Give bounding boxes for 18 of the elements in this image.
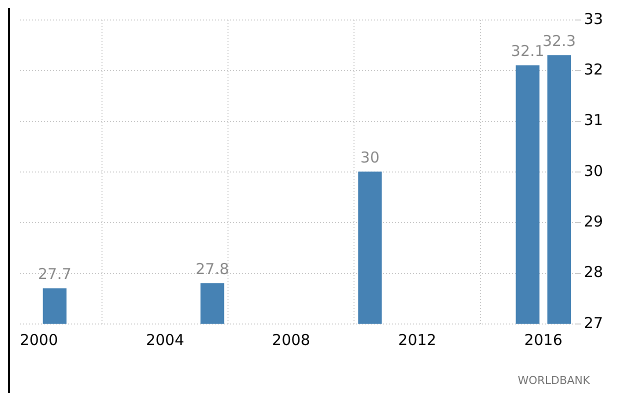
x-tick-label: 2012 — [398, 330, 436, 349]
y-tick-label: 28 — [584, 263, 604, 282]
data-label: 27.8 — [196, 260, 230, 278]
y-tick-label: 33 — [584, 10, 604, 28]
y-tick-label: 30 — [584, 162, 604, 180]
text: WORLDBANK — [518, 374, 590, 387]
x-tick-label: 2008 — [272, 330, 310, 349]
data-label: 27.7 — [38, 264, 72, 283]
y-tick-label: 32 — [584, 60, 604, 79]
y-tick-label: 29 — [584, 212, 604, 231]
y-tick-label: 31 — [584, 111, 604, 130]
x-tick-label: 2004 — [146, 330, 184, 349]
x-tick-label: 2000 — [20, 330, 58, 349]
data-label: 32.3 — [542, 32, 576, 50]
data-label: 30 — [360, 148, 380, 166]
data-label: 32.1 — [510, 42, 544, 60]
x-tick-label: 2016 — [524, 330, 562, 349]
y-tick-label: 27 — [584, 314, 604, 332]
